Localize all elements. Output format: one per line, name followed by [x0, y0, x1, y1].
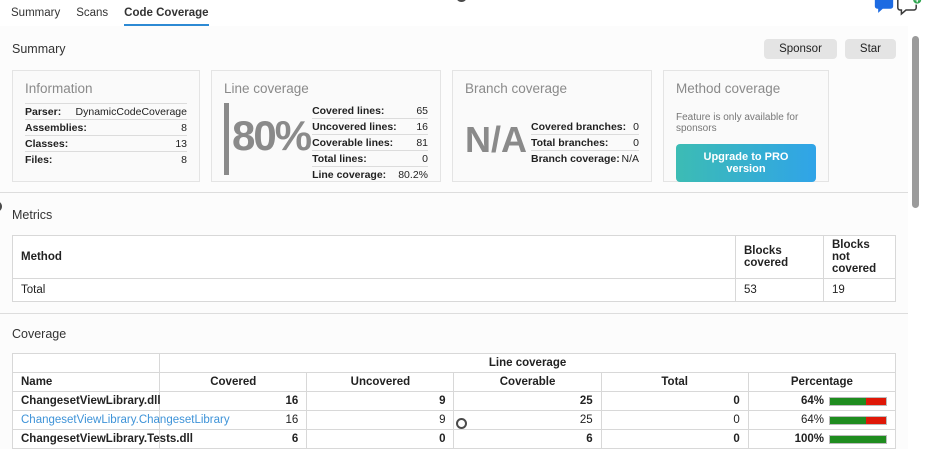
percentage-cell: 100% — [757, 433, 887, 445]
metrics-column-method: Method — [12, 235, 736, 279]
coverage-bar — [829, 434, 887, 444]
line-row-covered: Covered lines: 65 — [312, 104, 428, 117]
add-comment-icon[interactable] — [897, 0, 923, 16]
information-card: Information Parser: DynamicCodeCoverage … — [12, 70, 200, 182]
method-coverage-card: Method coverage Feature is only availabl… — [663, 70, 829, 182]
percentage-cell: 64% — [757, 395, 887, 407]
sponsor-feature-note: Feature is only available for sponsors — [676, 112, 799, 134]
coverage-section: Coverage Line coverage Name Covered Unco… — [0, 313, 908, 449]
coverage-group-header-row: Line coverage — [11, 353, 896, 373]
coverage-group-empty-cell — [11, 353, 161, 373]
metrics-column-blocks-not-covered: Blocks not covered — [823, 235, 896, 279]
percentage-cell: 64% — [757, 414, 887, 426]
metrics-section-title: Metrics — [12, 208, 53, 222]
line-row-uncovered: Uncovered lines: 16 — [312, 118, 428, 134]
class-name-link[interactable]: ChangesetViewLibrary.ChangesetLibrary — [11, 410, 230, 430]
information-card-title: Information — [25, 81, 93, 96]
coverage-bar — [829, 396, 887, 406]
metrics-column-blocks-covered: Blocks covered — [735, 235, 824, 279]
comment-icon[interactable] — [874, 0, 894, 16]
metrics-total-blocks-covered: 53 — [735, 278, 824, 302]
tab-code-coverage[interactable]: Code Coverage — [124, 7, 209, 26]
coverage-table: Line coverage Name Covered Uncovered Cov… — [11, 353, 897, 449]
coverage-row-assembly-2: ChangesetViewLibrary.Tests.dll 6 0 6 0 1… — [11, 429, 897, 449]
info-row-parser: Parser: DynamicCodeCoverage — [25, 103, 187, 119]
line-coverage-card-title: Line coverage — [224, 81, 309, 96]
summary-section-title: Summary — [12, 42, 66, 56]
coverage-section-title: Coverage — [12, 327, 67, 341]
line-coverage-big-value: 80% — [224, 103, 312, 175]
feedback-icons — [874, 0, 923, 16]
branch-row-total: Total branches: 0 — [531, 134, 639, 150]
tab-scans[interactable]: Scans — [76, 7, 109, 19]
coverage-column-covered: Covered — [159, 372, 308, 392]
upgrade-pro-button[interactable]: Upgrade to PRO version — [676, 144, 816, 182]
coverage-column-percentage: Percentage — [747, 372, 897, 392]
coverage-column-total: Total — [600, 372, 749, 392]
summary-cards: Information Parser: DynamicCodeCoverage … — [12, 70, 896, 182]
info-row-classes: Classes: 13 — [25, 135, 187, 151]
info-row-assemblies: Assemblies: 8 — [25, 119, 187, 135]
metrics-total-label: Total — [12, 278, 736, 302]
line-row-percentage: Line coverage: 80.2% — [312, 166, 428, 182]
coverage-row-assembly-1: ChangesetViewLibrary.dll 16 9 25 0 64% — [11, 391, 897, 411]
coverage-group-header: Line coverage — [159, 353, 896, 373]
branch-row-percentage: Branch coverage: N/A — [531, 150, 639, 166]
assembly-name: ChangesetViewLibrary.dll — [11, 391, 161, 411]
percentage-value: 64% — [800, 395, 824, 407]
line-row-total: Total lines: 0 — [312, 150, 428, 166]
star-button[interactable]: Star — [844, 39, 896, 59]
coverage-column-coverable: Coverable — [453, 372, 602, 392]
method-coverage-card-title: Method coverage — [676, 81, 781, 96]
coverage-header-row: Name Covered Uncovered Coverable Total P… — [11, 372, 897, 392]
line-row-coverable: Coverable lines: 81 — [312, 134, 428, 150]
sponsor-button[interactable]: Sponsor — [764, 39, 837, 59]
branch-coverage-big-value: N/A — [465, 119, 527, 160]
coverage-bar — [829, 415, 887, 425]
branch-coverage-card: Branch coverage N/A Covered branches: 0 … — [452, 70, 652, 182]
coverage-column-name: Name — [11, 372, 161, 392]
coverage-row-class-1: ChangesetViewLibrary.ChangesetLibrary 16… — [11, 410, 897, 430]
info-row-files: Files: 8 — [25, 151, 187, 167]
coverage-column-uncovered: Uncovered — [306, 372, 455, 392]
selection-handle-bottom — [456, 418, 467, 429]
tab-summary[interactable]: Summary — [11, 7, 61, 19]
metrics-total-blocks-not-covered: 19 — [823, 278, 896, 302]
metrics-section: Metrics Method Blocks covered Blocks not… — [0, 192, 908, 313]
percentage-value: 64% — [800, 414, 824, 426]
summary-section: Summary Sponsor Star Information Parser:… — [0, 26, 908, 192]
metrics-table: Method Blocks covered Blocks not covered… — [12, 235, 896, 302]
percentage-value: 100% — [794, 433, 824, 445]
vertical-scrollbar-thumb[interactable] — [912, 36, 919, 208]
assembly-name: ChangesetViewLibrary.Tests.dll — [11, 429, 193, 449]
branch-coverage-card-title: Branch coverage — [465, 81, 568, 96]
line-coverage-card: Line coverage 80% Covered lines: 65 Unco… — [211, 70, 441, 182]
branch-row-covered: Covered branches: 0 — [531, 120, 639, 133]
metrics-row-total: Total 53 19 — [12, 278, 896, 302]
tab-bar: Summary Scans Code Coverage — [0, 0, 908, 26]
